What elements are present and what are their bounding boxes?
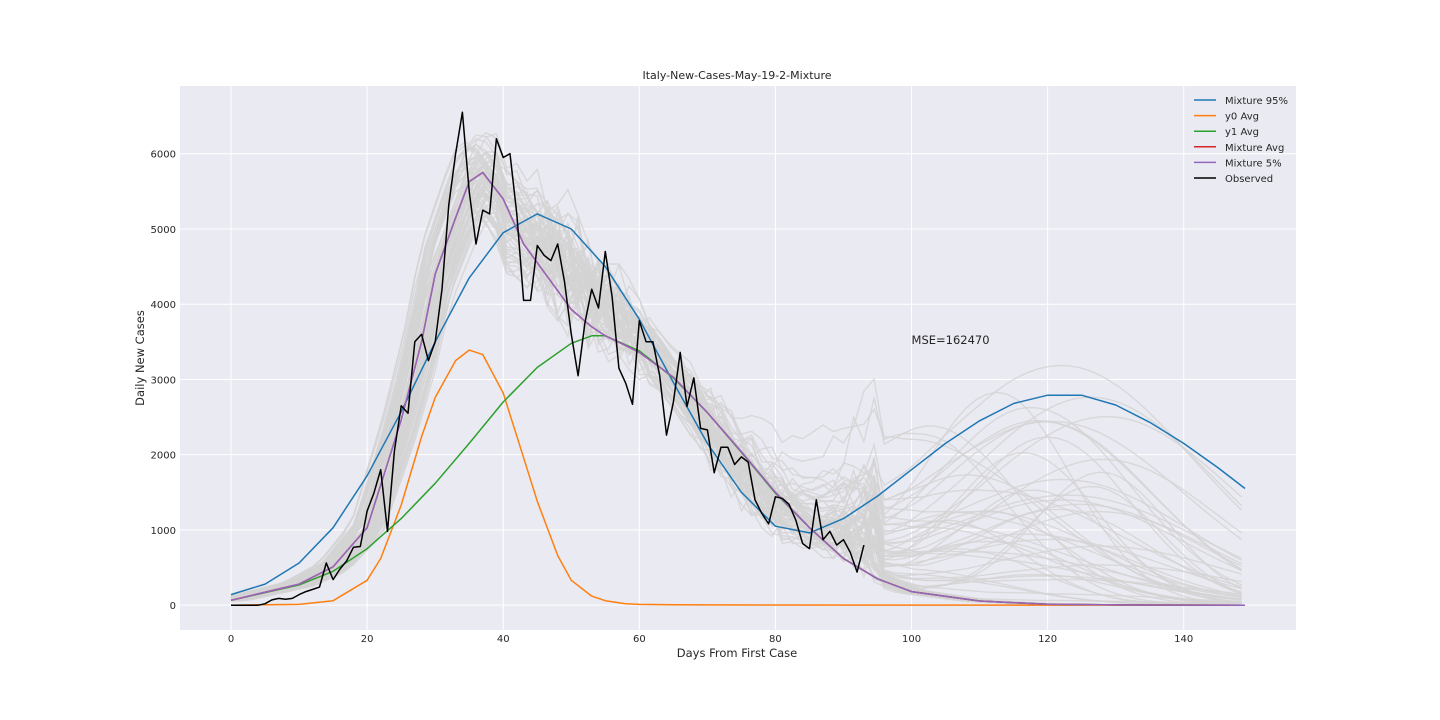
series-line-y0-avg: [230, 349, 1246, 606]
legend-label: Observed: [1225, 174, 1273, 185]
sample-curve: [230, 179, 1243, 602]
y-tick-label: 1000: [151, 526, 176, 537]
legend-label: Mixture 95%: [1225, 96, 1288, 107]
x-tick-label: 40: [497, 634, 510, 645]
x-tick-label: 0: [228, 634, 234, 645]
tick-labels: 0 20 40 60 80 100 120 140 0 1000 2000 3000 4000 5000 6…: [151, 150, 1194, 645]
y-tick-label: 3000: [151, 375, 176, 386]
legend-label: Mixture 5%: [1225, 158, 1282, 169]
x-tick-label: 100: [902, 634, 921, 645]
x-tick-label: 20: [361, 634, 374, 645]
sample-curve: [231, 192, 1242, 602]
x-tick-label: 120: [1038, 634, 1057, 645]
y-tick-label: 0: [170, 601, 176, 612]
series-line-mixture-5-: [230, 171, 1246, 606]
sample-curve: [230, 131, 1242, 601]
x-axis-label: Days From First Case: [677, 646, 798, 660]
y-tick-label: 4000: [151, 300, 176, 311]
x-tick-label: 80: [769, 634, 782, 645]
series-line-mixture-95-: [230, 213, 1246, 596]
series-lines: [230, 111, 1246, 606]
legend-label: y1 Avg: [1225, 127, 1259, 138]
mse-annotation: MSE=162470: [912, 333, 990, 347]
y-tick-label: 6000: [151, 150, 176, 161]
y-tick-label: 5000: [151, 225, 176, 236]
y-tick-label: 2000: [151, 451, 176, 462]
chart-title: Italy-New-Cases-May-19-2-Mixture: [642, 69, 831, 82]
legend-label: y0 Avg: [1225, 112, 1259, 123]
x-tick-label: 140: [1174, 634, 1193, 645]
legend-label: Mixture Avg: [1225, 143, 1284, 154]
legend: Mixture 95% y0 Avg y1 Avg Mixture Avg Mixtur…: [1194, 96, 1288, 185]
series-line-observed: [231, 111, 865, 606]
x-tick-label: 60: [633, 634, 646, 645]
sample-curve: [230, 161, 1242, 601]
sample-curve: [230, 210, 1242, 602]
y-axis-label: Daily New Cases: [133, 310, 147, 406]
